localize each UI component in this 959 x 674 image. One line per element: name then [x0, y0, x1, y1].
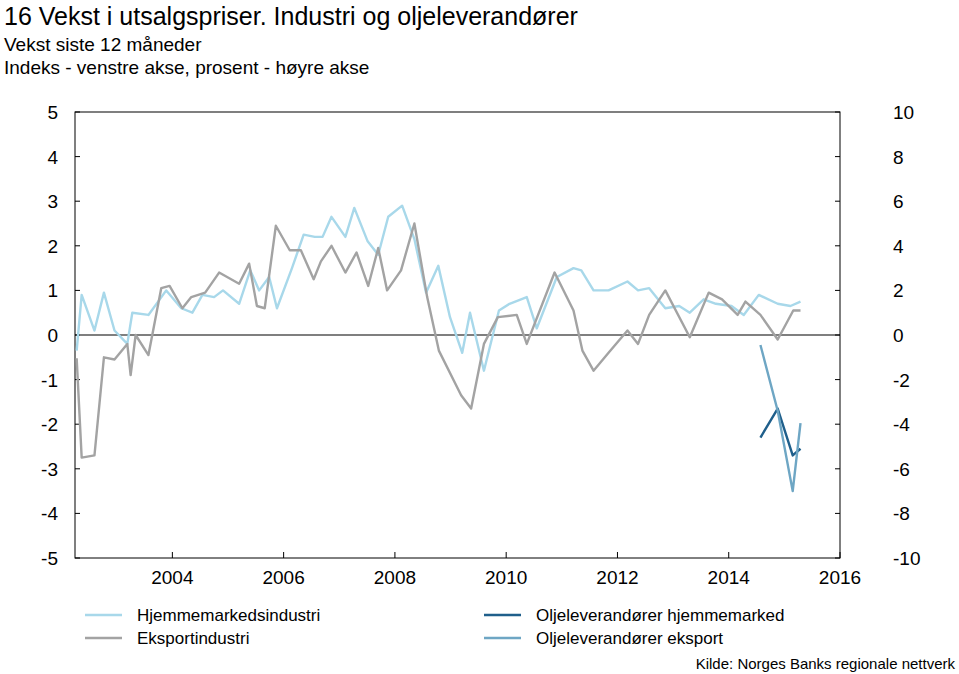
x-tick [283, 552, 284, 558]
x-tick-label: 2006 [262, 567, 304, 588]
y-tick-label: -5 [41, 548, 58, 569]
legend-label: Oljeleverandører eksport [536, 629, 723, 648]
y2-tick [835, 112, 840, 113]
y-tick [75, 468, 80, 469]
x-tick-label: 2010 [485, 567, 527, 588]
x-tick-label: 2004 [151, 567, 194, 588]
legend-label: Hjemmemarkedsindustri [137, 606, 320, 625]
x-tick-label: 2016 [819, 567, 861, 588]
legend-swatch [85, 637, 122, 639]
y2-tick [835, 424, 840, 425]
y-tick-label: 3 [47, 191, 58, 212]
subtitle: Vekst siste 12 måneder [4, 34, 202, 55]
y2-tick-label: 2 [893, 280, 904, 301]
y-tick-label: 2 [47, 236, 58, 257]
legend-swatch [484, 637, 521, 639]
y2-tick-label: 0 [893, 325, 904, 346]
series-group [77, 206, 801, 491]
x-tick [394, 552, 395, 558]
x-tick-label: 2014 [708, 567, 751, 588]
y2-tick-label: 4 [893, 236, 904, 257]
y2-tick [835, 201, 840, 202]
y2-tick-label: 6 [893, 191, 904, 212]
y2-tick-label: -4 [893, 414, 910, 435]
y2-tick [835, 513, 840, 514]
subtitle: Indeks - venstre akse, prosent - høyre a… [4, 57, 369, 78]
y2-tick [835, 245, 840, 246]
y2-tick-label: -2 [893, 370, 910, 391]
y2-tick [835, 558, 840, 559]
y2-tick-label: 10 [893, 102, 914, 123]
x-tick [172, 552, 173, 558]
y-tick-label: -4 [41, 503, 58, 524]
legend-swatch [85, 614, 122, 616]
legend-label: Oljeleverandører hjemmemarked [536, 606, 784, 625]
series-line [77, 224, 801, 458]
plot-frame [75, 112, 840, 558]
y2-tick [835, 290, 840, 291]
y-tick-label: 0 [47, 325, 58, 346]
y2-tick-label: -6 [893, 459, 910, 480]
y-tick [75, 558, 80, 559]
x-tick [617, 552, 618, 558]
legend-label: Eksportindustri [137, 629, 249, 648]
title: 16 Vekst i utsalgspriser. Industri og ol… [4, 2, 578, 30]
y-tick [75, 513, 80, 514]
y2-tick [835, 156, 840, 157]
x-tick [728, 552, 729, 558]
y-tick [75, 290, 80, 291]
y-tick [75, 156, 80, 157]
series-line [760, 345, 800, 491]
y-tick-label: 5 [47, 102, 58, 123]
chart: 16 Vekst i utsalgspriser. Industri og ol… [0, 0, 959, 674]
y2-tick [835, 468, 840, 469]
y2-tick-label: -10 [893, 548, 920, 569]
x-tick [506, 552, 507, 558]
y-tick-label: 4 [47, 147, 58, 168]
y2-tick-label: -8 [893, 503, 910, 524]
y2-tick [835, 379, 840, 380]
y-tick [75, 201, 80, 202]
x-tick-label: 2008 [374, 567, 416, 588]
y2-tick [835, 335, 840, 336]
x-tick-label: 2012 [596, 567, 638, 588]
y-tick-label: -1 [41, 370, 58, 391]
y-tick [75, 245, 80, 246]
x-tick [840, 552, 841, 558]
y-tick-label: -3 [41, 459, 58, 480]
y-tick-label: 1 [47, 280, 58, 301]
y2-tick-label: 8 [893, 147, 904, 168]
y-tick [75, 112, 80, 113]
source: Kilde: Norges Banks regionale nettverk [696, 655, 956, 672]
y-tick-label: -2 [41, 414, 58, 435]
legend-swatch [484, 614, 521, 616]
